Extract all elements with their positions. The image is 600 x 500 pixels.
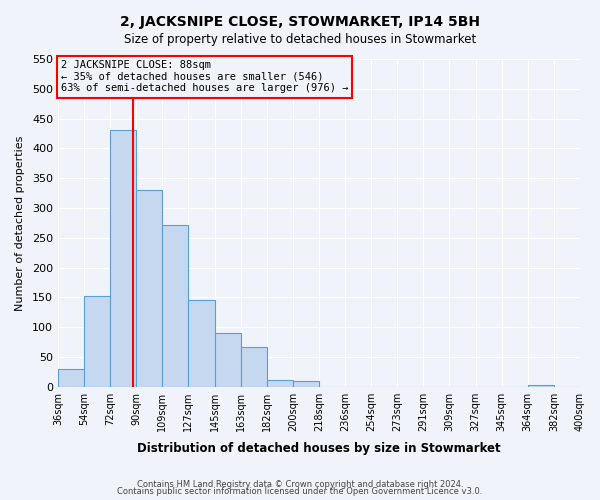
- Bar: [215, 333, 241, 386]
- Text: Contains HM Land Registry data © Crown copyright and database right 2024.: Contains HM Land Registry data © Crown c…: [137, 480, 463, 489]
- Y-axis label: Number of detached properties: Number of detached properties: [15, 135, 25, 310]
- Bar: [528, 385, 554, 386]
- Bar: [110, 130, 136, 386]
- Text: 2, JACKSNIPE CLOSE, STOWMARKET, IP14 5BH: 2, JACKSNIPE CLOSE, STOWMARKET, IP14 5BH: [120, 15, 480, 29]
- Text: Size of property relative to detached houses in Stowmarket: Size of property relative to detached ho…: [124, 32, 476, 46]
- Bar: [241, 346, 267, 387]
- Text: 2 JACKSNIPE CLOSE: 88sqm
← 35% of detached houses are smaller (546)
63% of semi-: 2 JACKSNIPE CLOSE: 88sqm ← 35% of detach…: [61, 60, 349, 94]
- Bar: [267, 380, 293, 386]
- Text: Contains public sector information licensed under the Open Government Licence v3: Contains public sector information licen…: [118, 487, 482, 496]
- X-axis label: Distribution of detached houses by size in Stowmarket: Distribution of detached houses by size …: [137, 442, 501, 455]
- Bar: [58, 369, 84, 386]
- Bar: [163, 224, 188, 386]
- Bar: [293, 382, 319, 386]
- Bar: [188, 300, 215, 386]
- Bar: [136, 190, 163, 386]
- Bar: [84, 296, 110, 386]
